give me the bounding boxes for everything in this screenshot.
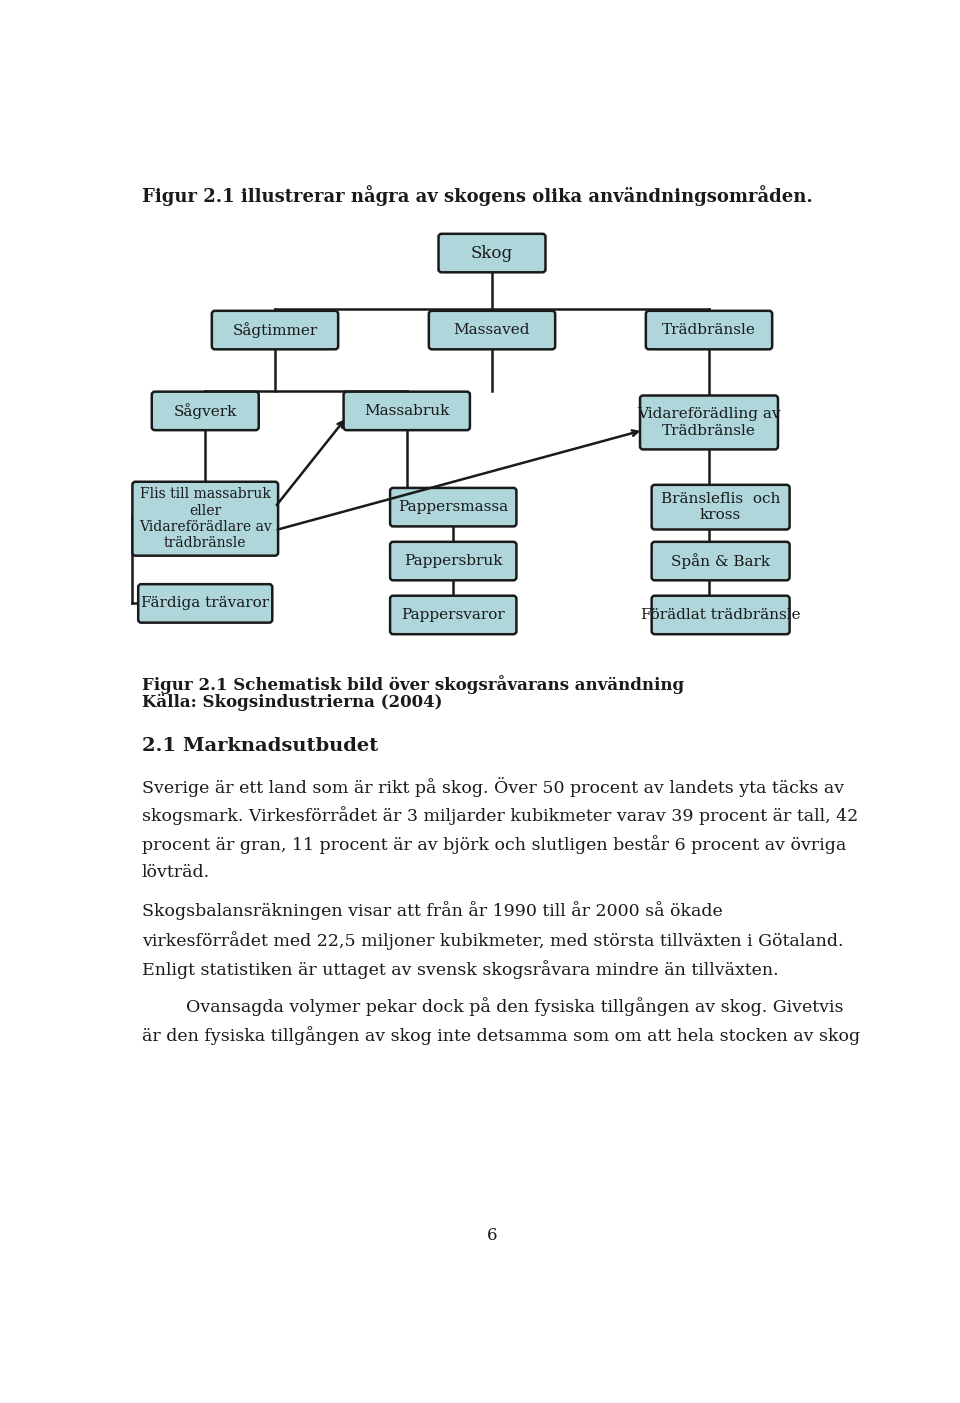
FancyBboxPatch shape — [652, 485, 789, 529]
Text: Skogsbalansräkningen visar att från år 1990 till år 2000 så ökade: Skogsbalansräkningen visar att från år 1… — [142, 901, 723, 920]
FancyBboxPatch shape — [390, 488, 516, 526]
Text: Pappersvaror: Pappersvaror — [401, 607, 505, 622]
Text: 2.1 Marknadsutbudet: 2.1 Marknadsutbudet — [142, 737, 378, 755]
Text: Pappersmassa: Pappersmassa — [398, 499, 508, 513]
Text: Massabruk: Massabruk — [364, 404, 449, 418]
FancyBboxPatch shape — [640, 396, 778, 449]
FancyBboxPatch shape — [390, 596, 516, 634]
Text: lövträd.: lövträd. — [142, 864, 210, 881]
FancyBboxPatch shape — [212, 311, 338, 349]
Text: Flis till massabruk
eller
Vidareförädlare av
trädbränsle: Flis till massabruk eller Vidareförädlar… — [139, 487, 272, 550]
FancyBboxPatch shape — [390, 542, 516, 581]
Text: Massaved: Massaved — [454, 323, 530, 337]
Text: Sverige är ett land som är rikt på skog. Över 50 procent av landets yta täcks av: Sverige är ett land som är rikt på skog.… — [142, 777, 844, 797]
FancyBboxPatch shape — [344, 391, 469, 431]
Text: skogsmark. Virkesförrådet är 3 miljarder kubikmeter varav 39 procent är tall, 42: skogsmark. Virkesförrådet är 3 miljarder… — [142, 805, 858, 825]
Text: Trädbränsle: Trädbränsle — [662, 323, 756, 337]
FancyBboxPatch shape — [132, 481, 278, 556]
Text: Bränsleflis  och
kross: Bränsleflis och kross — [660, 492, 780, 522]
FancyBboxPatch shape — [646, 311, 772, 349]
Text: är den fysiska tillgången av skog inte detsamma som om att hela stocken av skog: är den fysiska tillgången av skog inte d… — [142, 1026, 860, 1045]
Text: Vidareförädling av
Trädbränsle: Vidareförädling av Trädbränsle — [637, 407, 780, 438]
FancyBboxPatch shape — [439, 234, 545, 272]
Text: Spån & Bark: Spån & Bark — [671, 553, 770, 570]
Text: Källa: Skogsindustrierna (2004): Källa: Skogsindustrierna (2004) — [142, 693, 443, 711]
Text: Enligt statistiken är uttaget av svensk skogsråvara mindre än tillväxten.: Enligt statistiken är uttaget av svensk … — [142, 960, 779, 979]
Text: Skog: Skog — [471, 244, 513, 261]
FancyBboxPatch shape — [652, 596, 789, 634]
Text: Pappersbruk: Pappersbruk — [404, 554, 502, 568]
Text: Ovansagda volymer pekar dock på den fysiska tillgången av skog. Givetvis: Ovansagda volymer pekar dock på den fysi… — [142, 998, 843, 1016]
Text: Sågtimmer: Sågtimmer — [232, 323, 318, 338]
Text: Figur 2.1 illustrerar några av skogens olika användningsområden.: Figur 2.1 illustrerar några av skogens o… — [142, 185, 812, 206]
Text: Färdiga trävaror: Färdiga trävaror — [141, 596, 270, 610]
Text: virkesförrådet med 22,5 miljoner kubikmeter, med största tillväxten i Götaland.: virkesförrådet med 22,5 miljoner kubikme… — [142, 930, 843, 950]
Text: Figur 2.1 Schematisk bild över skogsråvarans användning: Figur 2.1 Schematisk bild över skogsråva… — [142, 675, 684, 694]
Text: Förädlat trädbränsle: Förädlat trädbränsle — [641, 607, 801, 622]
FancyBboxPatch shape — [138, 584, 273, 623]
Text: procent är gran, 11 procent är av björk och slutligen består 6 procent av övriga: procent är gran, 11 procent är av björk … — [142, 835, 846, 854]
Text: Sågverk: Sågverk — [174, 403, 237, 419]
FancyBboxPatch shape — [152, 391, 259, 431]
FancyBboxPatch shape — [429, 311, 555, 349]
Text: 6: 6 — [487, 1228, 497, 1244]
FancyBboxPatch shape — [652, 542, 789, 581]
